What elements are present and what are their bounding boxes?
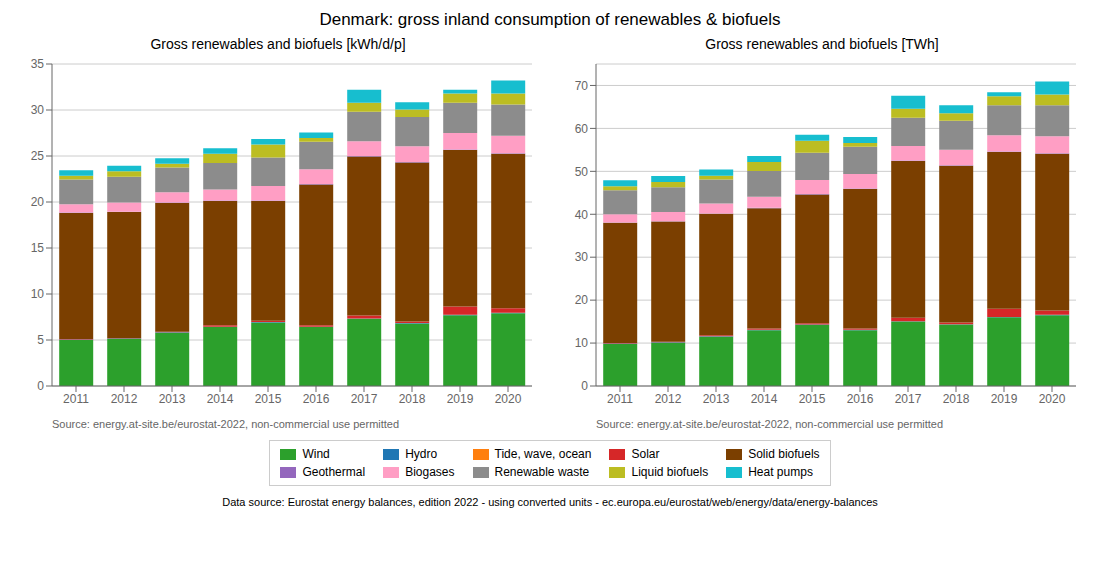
svg-text:2016: 2016 — [847, 392, 874, 406]
svg-text:2016: 2016 — [303, 392, 330, 406]
svg-text:2019: 2019 — [447, 392, 474, 406]
svg-text:10: 10 — [575, 336, 589, 350]
html-text:Renewable waste: Renewable waste — [494, 465, 590, 479]
html-text:Wind: Wind — [302, 447, 330, 461]
html-text:Solar: Solar — [631, 447, 660, 461]
html-text:Biogases: Biogases — [405, 465, 455, 479]
html-text:Gross renewables and biofuels: Gross renewables and biofuels [TWh] — [705, 36, 939, 52]
html-text:Heat pumps: Heat pumps — [748, 465, 813, 479]
svg-text:2011: 2011 — [607, 392, 633, 406]
svg-text:2020: 2020 — [495, 392, 522, 406]
svg-text:30: 30 — [31, 103, 45, 117]
svg-text:2012: 2012 — [111, 392, 138, 406]
svg-text:35: 35 — [31, 57, 45, 71]
html-text:Source: energy.at-site.be/euro: Source: energy.at-site.be/eurostat-2022,… — [52, 418, 400, 430]
html-text:Tide, wave, ocean: Tide, wave, ocean — [494, 447, 592, 461]
svg-text:40: 40 — [575, 208, 589, 222]
svg-text:2015: 2015 — [799, 392, 826, 406]
html-text:Geothermal: Geothermal — [302, 465, 366, 479]
svg-text:2012: 2012 — [655, 392, 682, 406]
svg-text:0: 0 — [581, 379, 588, 393]
html-text:Gross renewables and biofuels: Gross renewables and biofuels [kWh/d/p] — [150, 36, 406, 52]
svg-text:2014: 2014 — [751, 392, 778, 406]
html-text:Hydro: Hydro — [405, 447, 438, 461]
svg-text:20: 20 — [575, 293, 589, 307]
svg-text:0: 0 — [37, 379, 44, 393]
svg-text:60: 60 — [575, 122, 589, 136]
svg-text:15: 15 — [31, 241, 45, 255]
svg-text:25: 25 — [31, 149, 45, 163]
svg-text:20: 20 — [31, 195, 45, 209]
html-text:Denmark: gross inland consumpt: Denmark: gross inland consumption of ren… — [319, 10, 781, 29]
html-text:Source: energy.at-site.be/euro: Source: energy.at-site.be/eurostat-2022,… — [596, 418, 944, 430]
svg-text:10: 10 — [31, 287, 45, 301]
svg-text:2019: 2019 — [991, 392, 1018, 406]
svg-text:2018: 2018 — [399, 392, 426, 406]
svg-text:2018: 2018 — [943, 392, 970, 406]
svg-text:2014: 2014 — [207, 392, 234, 406]
svg-text:50: 50 — [575, 165, 589, 179]
svg-text:2017: 2017 — [351, 392, 378, 406]
html-text:Solid biofuels: Solid biofuels — [748, 447, 820, 461]
svg-text:2013: 2013 — [703, 392, 730, 406]
svg-text:2020: 2020 — [1039, 392, 1066, 406]
svg-text:2017: 2017 — [895, 392, 922, 406]
html-text:Data source: Eurostat energy b: Data source: Eurostat energy balances, e… — [222, 496, 878, 508]
svg-text:70: 70 — [575, 79, 589, 93]
svg-text:2011: 2011 — [63, 392, 89, 406]
svg-text:2015: 2015 — [255, 392, 282, 406]
svg-text:5: 5 — [37, 333, 44, 347]
svg-text:30: 30 — [575, 250, 589, 264]
html-text:Liquid biofuels: Liquid biofuels — [631, 465, 709, 479]
svg-text:2013: 2013 — [159, 392, 186, 406]
